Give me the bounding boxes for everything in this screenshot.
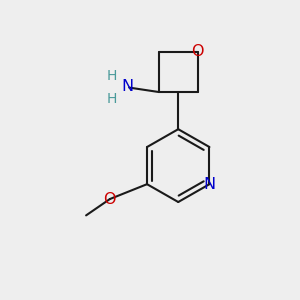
Text: H: H	[106, 69, 116, 83]
Text: O: O	[191, 44, 204, 59]
Text: N: N	[203, 177, 215, 192]
Text: O: O	[103, 191, 116, 206]
Text: N: N	[122, 80, 134, 94]
Text: H: H	[106, 92, 116, 106]
